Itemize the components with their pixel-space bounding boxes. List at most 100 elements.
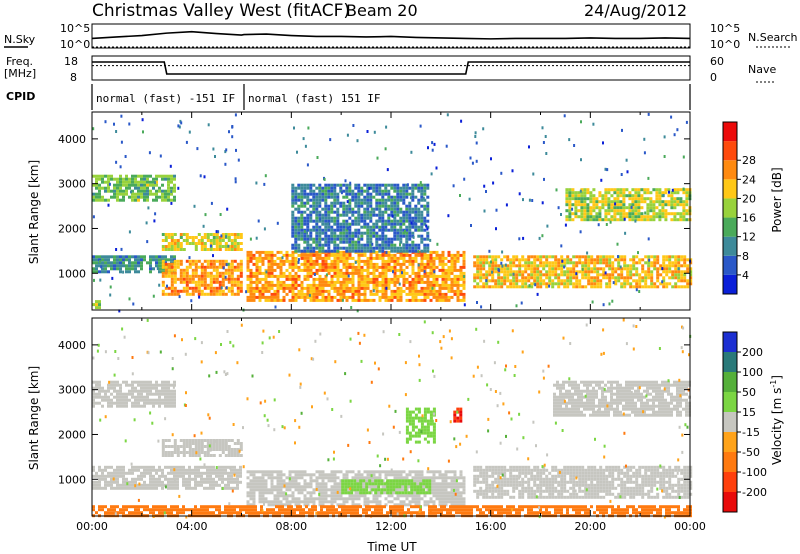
power-cells-cell — [137, 258, 140, 262]
vel-cells-cell — [119, 386, 122, 390]
power-cells-cell — [366, 192, 370, 196]
vel-cells-cell — [276, 491, 280, 495]
power-cells-cell — [607, 191, 611, 195]
power-cells-cell — [128, 183, 131, 187]
vel-cells-cell — [318, 491, 322, 495]
power-cells-cell — [176, 292, 180, 296]
power-cells-speckle — [227, 262, 230, 266]
vel-cells-cell — [113, 395, 116, 399]
power-cells-cell — [167, 195, 170, 199]
vel-cells-cell — [98, 465, 101, 469]
power-cells-cell — [384, 298, 388, 302]
power-cells-cell — [173, 274, 177, 278]
power-cells-cell — [351, 249, 355, 253]
power-cells-cell — [393, 210, 397, 214]
power-cells-cell — [98, 183, 101, 187]
power-cells-cell — [345, 228, 349, 232]
power-cells-speckle — [276, 221, 279, 225]
power-cells-cell — [384, 277, 388, 281]
power-cells-cell — [221, 280, 225, 284]
power-cells-cell — [581, 270, 585, 274]
power-cells-cell — [348, 240, 352, 244]
power-cells-cell — [408, 216, 412, 220]
power-cells-cell — [631, 209, 635, 213]
power-cells-cell — [261, 277, 265, 281]
power-cells-cell — [399, 298, 403, 302]
power-cells-cell — [611, 270, 615, 274]
power-cells-speckle — [303, 230, 306, 234]
power-cells-cell — [188, 292, 192, 296]
power-cells-cell — [107, 255, 110, 259]
power-cells-cell — [668, 282, 672, 286]
vel-cells-cell — [131, 404, 134, 408]
vel-cells-cell — [218, 471, 221, 475]
vel-cells-cell — [363, 476, 367, 480]
vel-cells-cell — [131, 392, 134, 396]
vel-cells-cell — [203, 480, 206, 484]
power-cells-cell — [170, 239, 174, 242]
vel-cells-cell — [249, 488, 253, 492]
power-cells-cell — [209, 283, 213, 287]
vel-cells-cell — [396, 494, 400, 498]
vel-cells-cell — [261, 482, 265, 486]
power-cells-cell — [408, 262, 412, 266]
power-cells-cell — [146, 180, 149, 184]
power-cells-speckle — [557, 206, 560, 210]
power-cells-cell — [399, 249, 403, 253]
power-cells-cell — [297, 222, 301, 226]
power-cells-cell — [306, 268, 310, 272]
power-cells-cell — [399, 216, 403, 220]
power-cells-cell — [390, 280, 394, 284]
power-cells-cell — [345, 219, 349, 223]
vel-cells-cell — [155, 386, 158, 390]
power-cells-cell — [128, 180, 131, 184]
power-cells-cell — [170, 198, 173, 202]
vel-cells-cell — [140, 486, 143, 490]
power-cells-cell — [414, 289, 418, 293]
power-cells-cell — [110, 261, 113, 265]
power-cells-cell — [333, 222, 337, 226]
power-cells-cell — [333, 286, 337, 290]
power-cells-cell — [170, 186, 173, 190]
power-cells-cell — [351, 240, 355, 244]
power-cells-cell — [273, 268, 277, 272]
vel-cells-cell — [221, 471, 224, 475]
power-cells-cell — [378, 289, 382, 293]
power-cells-speckle — [228, 130, 230, 134]
power-cells-speckle — [98, 260, 101, 264]
vel-cells-cell — [146, 486, 149, 490]
power-cells-cell — [560, 270, 564, 274]
power-cells-cell — [333, 265, 337, 269]
power-cells-cell — [95, 177, 98, 181]
power-cells-cell — [423, 280, 427, 284]
vel-cells-cell — [191, 451, 195, 454]
vel-cells-cell — [164, 386, 167, 390]
vel-cells-cell — [246, 500, 250, 504]
power-cells-cell — [336, 198, 340, 202]
power-heatmap — [92, 112, 693, 313]
power-cells-speckle — [234, 113, 237, 117]
power-cells-cell — [608, 282, 612, 286]
power-cells-cell — [378, 213, 382, 217]
vel-cells-cell — [122, 486, 125, 490]
power-cells-cell — [435, 298, 439, 302]
vel-cells-cell — [143, 383, 146, 387]
power-cells-cell — [426, 225, 430, 229]
power-cells-speckle — [402, 243, 405, 247]
power-cells-cell — [417, 216, 421, 220]
power-cells-speckle — [202, 224, 205, 228]
vel-cells-cell — [288, 500, 292, 504]
power-cells-cell — [336, 207, 340, 211]
vel-cells-cell — [279, 473, 283, 477]
power-cells-cell — [152, 183, 155, 187]
vel-cells-cell — [107, 404, 110, 408]
power-cells-cell — [462, 280, 466, 284]
power-cells-cell — [653, 258, 657, 262]
vel-cells-cell — [209, 474, 212, 478]
power-cells-cell — [482, 273, 486, 277]
vel-cells-cell — [173, 383, 176, 387]
power-cells-cell — [628, 218, 632, 222]
power-cells-cell — [629, 273, 633, 277]
power-cells-cell — [294, 298, 298, 302]
power-cells-cell — [336, 268, 340, 272]
